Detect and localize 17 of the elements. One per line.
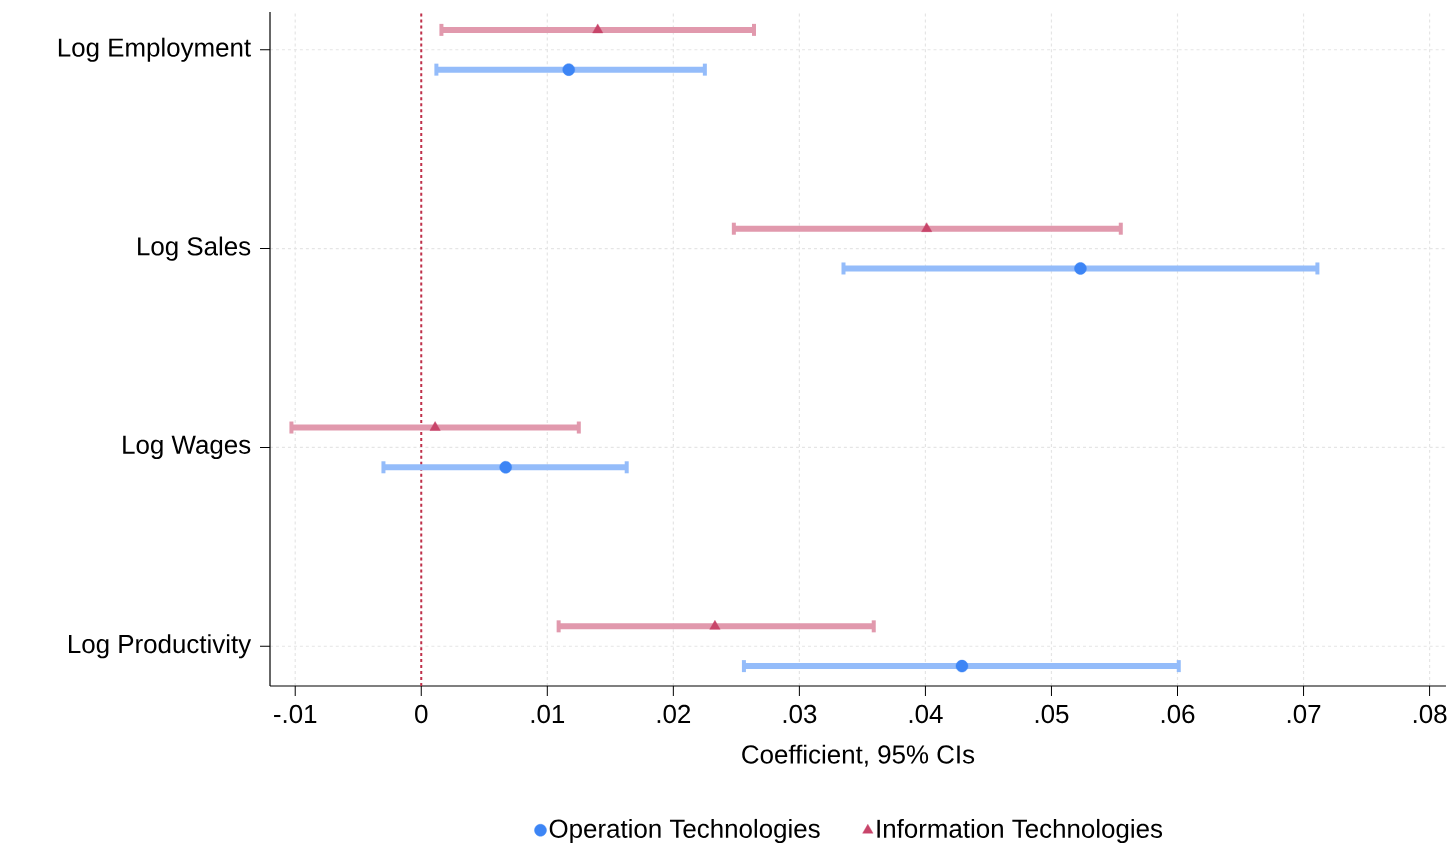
x-tick-label: -.01 <box>274 704 317 724</box>
x-tick-label: .02 <box>657 704 691 724</box>
x-tick-label: .05 <box>1035 704 1069 724</box>
legend-label: Operation Technologies <box>549 818 820 844</box>
y-tick-label: Log Wages <box>123 435 251 459</box>
x-axis-title: Coefficient, 95% CIs <box>742 744 975 767</box>
x-tick-label: .08 <box>1413 704 1447 724</box>
x-tick-label: 0 <box>415 704 428 724</box>
y-tick-label: Log Sales <box>138 236 251 261</box>
x-tick-label: .07 <box>1287 704 1321 724</box>
x-tick-label: .03 <box>783 704 817 724</box>
legend-label: Information Technologies <box>877 818 1163 844</box>
x-tick-label: .06 <box>1161 704 1195 724</box>
x-tick-label: .01 <box>531 704 565 724</box>
x-tick-label: .04 <box>909 704 943 724</box>
y-tick-label: Log Productivity <box>69 634 252 659</box>
y-tick-label: Log Employment <box>58 37 251 62</box>
